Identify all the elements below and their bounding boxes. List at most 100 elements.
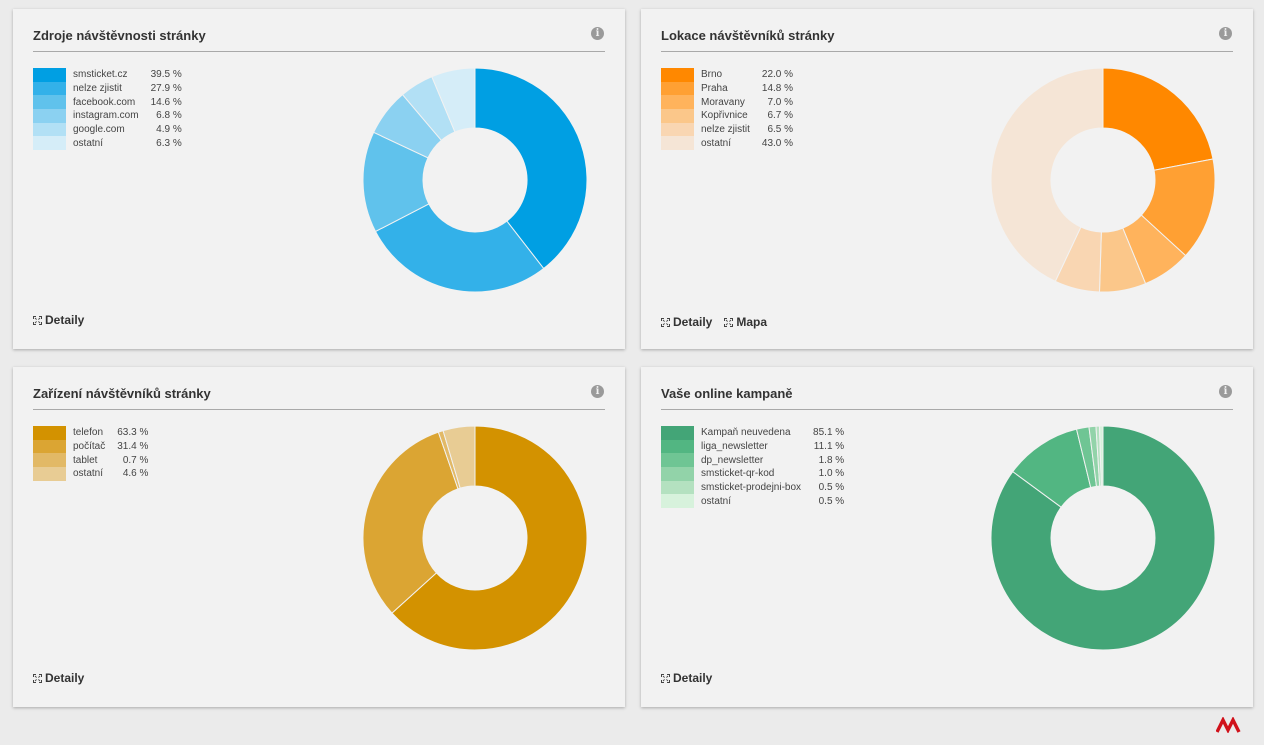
panel-links: Detaily — [33, 671, 84, 685]
legend-item: ostatní 43.0 % — [661, 136, 794, 151]
legend-item: Kampaň neuvedena 85.1 % — [661, 426, 844, 440]
donut-slice[interactable] — [374, 203, 545, 293]
legend-swatch — [33, 467, 66, 481]
link-mapa[interactable]: Mapa — [724, 315, 767, 329]
link-detaily[interactable]: Detaily — [33, 671, 84, 685]
donut-slice[interactable] — [990, 425, 1216, 651]
legend-swatch — [661, 426, 694, 440]
legend-swatch — [661, 494, 694, 509]
legend-swatch — [661, 453, 694, 468]
legend-label: nelze zjistit — [73, 83, 122, 95]
legend-label: ostatní — [701, 495, 732, 507]
legend-item: Kopřivnice 6.7 % — [661, 109, 793, 123]
legend-label: počítač — [73, 441, 106, 453]
divider — [661, 51, 1233, 52]
legend-value: 14.8 % — [761, 83, 794, 95]
legend-item: smsticket-qr-kod 1.0 % — [661, 467, 844, 481]
info-icon[interactable]: i — [1219, 385, 1232, 398]
legend-swatch — [33, 109, 66, 123]
legend-item: Moravany 7.0 % — [661, 95, 793, 110]
legend-swatch — [33, 122, 66, 137]
legend-swatch — [661, 81, 694, 96]
panel-visitor-devices: Zařízení návštěvníků stránky i telefon 63… — [13, 367, 625, 707]
legend-value: 1.8 % — [818, 454, 845, 466]
donut-slice[interactable] — [362, 431, 459, 614]
legend-item: nelze zjistit 6.5 % — [661, 122, 794, 137]
legend-swatch — [661, 95, 694, 110]
legend-value: 43.0 % — [761, 137, 794, 149]
donut-slice[interactable] — [1102, 67, 1214, 171]
legend-label: smsticket-qr-kod — [701, 468, 775, 480]
legend-item: liga_newsletter 11.1 % — [661, 439, 845, 454]
expand-icon — [661, 317, 670, 327]
legend-label: instagram.com — [73, 110, 139, 122]
legend-label: dp_newsletter — [701, 454, 764, 466]
legend-label: Kampaň neuvedena — [701, 427, 791, 439]
panel-links: Detaily — [661, 671, 712, 685]
info-icon[interactable]: i — [591, 27, 604, 40]
legend-label: ostatní — [701, 137, 732, 149]
legend-value: 6.5 % — [767, 124, 794, 136]
legend-label: nelze zjistit — [701, 124, 750, 136]
legend: telefon 63.3 % počítač 31.4 % tablet 0.7 % ost… — [33, 426, 148, 481]
legend-label: liga_newsletter — [701, 441, 768, 453]
legend-value: 0.5 % — [818, 482, 845, 494]
legend-value: 0.7 % — [122, 454, 149, 466]
legend-swatch — [661, 109, 694, 123]
link-detaily[interactable]: Detaily — [33, 313, 84, 327]
legend-label: facebook.com — [73, 96, 136, 108]
legend-swatch — [33, 439, 66, 454]
expand-icon — [661, 673, 670, 683]
legend-item: smsticket-prodejni-box 0.5 % — [661, 480, 845, 495]
panel-links: Detaily Mapa — [661, 315, 767, 329]
legend-swatch — [33, 81, 66, 96]
legend-item: facebook.com 14.6 % — [33, 95, 182, 110]
legend-label: smsticket-prodejni-box — [701, 482, 802, 494]
donut-chart — [990, 67, 1216, 293]
divider — [661, 409, 1233, 410]
legend-value: 63.3 % — [117, 427, 149, 439]
legend-value: 1.0 % — [818, 468, 845, 480]
legend: smsticket.cz 39.5 % nelze zjistit 27.9 % fac… — [33, 68, 182, 151]
donut-slice[interactable] — [474, 67, 588, 270]
link-detaily[interactable]: Detaily — [661, 671, 712, 685]
donut-slice[interactable] — [442, 425, 476, 489]
legend-item: google.com 4.9 % — [33, 122, 182, 137]
legend-item: Praha 14.8 % — [661, 81, 794, 96]
legend-value: 6.3 % — [156, 137, 182, 149]
legend-item: ostatní 0.5 % — [661, 494, 844, 509]
legend-value: 11.1 % — [813, 441, 845, 453]
panel-online-campaigns: Vaše online kampaně i Kampaň neuvedena 85… — [641, 367, 1253, 707]
expand-icon — [33, 315, 42, 325]
donut-slice[interactable] — [990, 67, 1104, 283]
legend-value: 4.9 % — [156, 124, 182, 136]
expand-icon — [33, 673, 42, 683]
legend-value: 27.9 % — [150, 83, 182, 95]
legend-label: Brno — [701, 69, 723, 81]
legend-swatch — [33, 426, 66, 440]
panel-title: Lokace návštěvníků stránky — [661, 28, 835, 43]
info-icon[interactable]: i — [591, 385, 604, 398]
legend-label: tablet — [73, 454, 98, 466]
legend-item: Brno 22.0 % — [661, 68, 793, 82]
donut-slice[interactable] — [391, 425, 588, 651]
legend-item: instagram.com 6.8 % — [33, 109, 182, 123]
donut-slice[interactable] — [431, 67, 476, 133]
legend-label: telefon — [73, 427, 104, 439]
legend-label: smsticket.cz — [73, 69, 128, 81]
panel-links: Detaily — [33, 313, 84, 327]
legend-label: Kopřivnice — [701, 110, 748, 122]
legend-item: počítač 31.4 % — [33, 439, 148, 454]
donut-slice[interactable] — [1098, 425, 1104, 487]
link-label: Detaily — [673, 315, 713, 329]
link-detaily[interactable]: Detaily — [661, 315, 712, 329]
legend: Kampaň neuvedena 85.1 % liga_newsletter 11.… — [661, 426, 845, 509]
legend-swatch — [661, 68, 694, 82]
legend-item: smsticket.cz 39.5 % — [33, 68, 182, 82]
panel-visitor-locations: Lokace návštěvníků stránky i Brno 22.0 % P… — [641, 9, 1253, 349]
legend-swatch — [33, 95, 66, 110]
panel-traffic-sources: Zdroje návštěvnosti stránky i smsticket.… — [13, 9, 625, 349]
legend-value: 6.8 % — [156, 110, 182, 122]
legend-label: Moravany — [701, 96, 745, 108]
info-icon[interactable]: i — [1219, 27, 1232, 40]
